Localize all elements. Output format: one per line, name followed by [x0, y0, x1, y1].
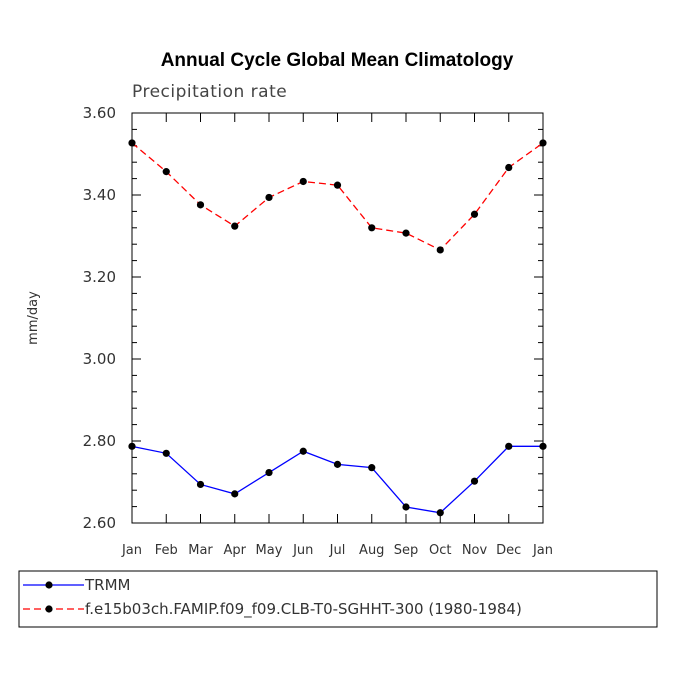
y-axis-label: mm/day [26, 291, 41, 345]
y-tick-label: 3.20 [83, 268, 116, 286]
x-tick-label: Jan [121, 543, 142, 558]
series-0-point [128, 442, 136, 450]
series-1-point [265, 193, 273, 202]
y-tick-label: 2.60 [83, 514, 116, 532]
series-line-1 [131, 142, 544, 251]
series-1-point [162, 168, 170, 176]
y-axis: 2.60 2.80 3.00 3.20 3.40 3.60 [83, 104, 543, 532]
y-tick-label: 3.40 [83, 186, 116, 204]
x-tick-label: Jun [292, 543, 313, 558]
legend-label: f.e15b03ch.FAMIP.f09_f09.CLB-T0-SGHHT-30… [85, 600, 522, 619]
series-1-point [402, 229, 410, 237]
series-1-point [505, 163, 513, 172]
legend-swatch-marker [45, 581, 53, 589]
x-tick-label: Aug [359, 543, 384, 558]
chart-title: Annual Cycle Global Mean Climatology [161, 50, 514, 71]
series-1-point [231, 222, 239, 230]
x-tick-label: Jul [329, 543, 346, 558]
series-0-point [436, 509, 444, 517]
y-tick-label: 3.00 [83, 350, 116, 368]
series-0-point [505, 442, 513, 450]
x-tick-label: Apr [224, 543, 247, 558]
legend: TRMM f.e15b03ch.FAMIP.f09_f09.CLB-T0-SGHH… [23, 576, 522, 619]
x-tick-label: Mar [188, 543, 213, 558]
series-0-point [299, 447, 307, 455]
legend-swatch-marker [45, 605, 53, 613]
x-axis: Jan Feb Mar Apr May Jun Jul Aug Sep Oct Nov Dec Jan [121, 113, 553, 558]
series-0-point [162, 449, 170, 457]
series-0-point [265, 468, 273, 477]
series-1-point [333, 181, 342, 189]
series-1-point [368, 224, 376, 232]
series-1-point [128, 139, 136, 147]
series-1-point [196, 201, 205, 209]
legend-label: TRMM [84, 576, 130, 594]
series-1-point [539, 139, 547, 147]
chart-subtitle: Precipitation rate [132, 82, 287, 102]
plot-area [128, 139, 547, 517]
series-line-0 [131, 445, 543, 514]
x-tick-label: Sep [394, 543, 419, 558]
x-tick-label: Dec [496, 543, 521, 558]
series-0-point [333, 460, 342, 468]
series-0-point [539, 442, 547, 450]
series-0-point [402, 503, 410, 511]
x-tick-label: Jan [532, 543, 553, 558]
x-tick-label: Oct [429, 543, 451, 558]
legend-box [18, 570, 658, 628]
x-tick-label: May [256, 543, 283, 558]
series-0-point [368, 464, 376, 472]
series-0-point [196, 480, 205, 489]
x-tick-label: Feb [155, 543, 178, 558]
series-1-point [436, 246, 444, 254]
series-1-point [299, 177, 307, 186]
series-0-point [231, 490, 239, 498]
series-1-point [470, 210, 479, 218]
y-tick-label: 2.80 [83, 432, 116, 450]
y-tick-label: 3.60 [83, 104, 116, 122]
x-tick-label: Nov [462, 543, 488, 558]
series-0-point [470, 477, 479, 485]
